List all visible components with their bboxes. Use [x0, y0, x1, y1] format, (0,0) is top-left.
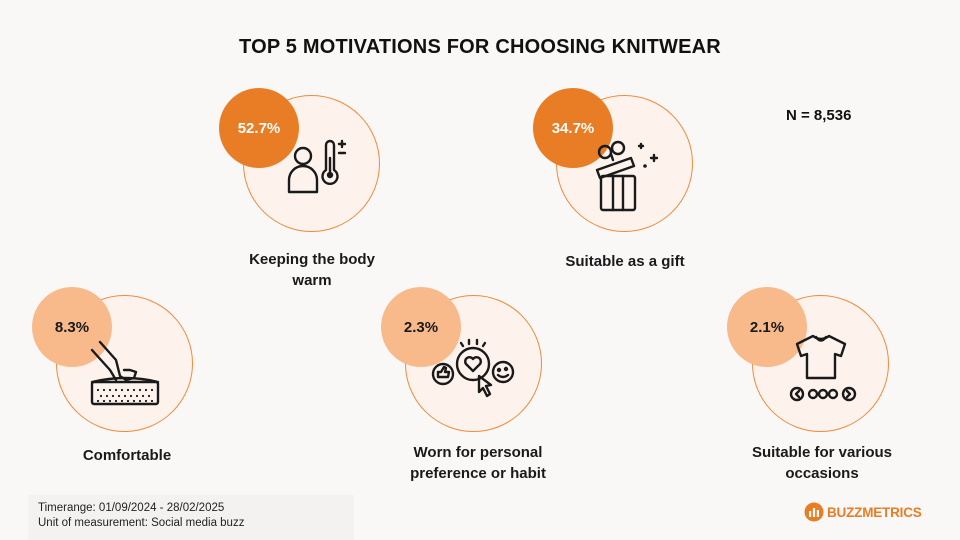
- logo-mark-icon: [804, 502, 824, 522]
- motivation-label-line: occasions: [785, 465, 859, 482]
- heart-like-emoji-icon: [431, 338, 515, 398]
- motivation-label: Comfortable: [82, 447, 172, 464]
- motivation-label-line: Keeping the body: [249, 251, 375, 268]
- person-thermometer-icon: [287, 139, 347, 194]
- motivation-label-line: Worn for personal: [413, 444, 543, 461]
- motivation-label-line: warm: [292, 272, 332, 289]
- buzzmetrics-logo: BUZZMETRICS: [804, 502, 922, 522]
- motivation-label: Suitable for various occasions: [727, 442, 917, 484]
- percentage-badge: 2.1%: [727, 287, 807, 367]
- percentage-badge: 2.3%: [381, 287, 461, 367]
- sample-size: N = 8,536: [786, 107, 852, 124]
- motivation-label-line: Suitable for various: [751, 444, 893, 461]
- motivation-label: Worn for personal preference or habit: [378, 442, 578, 484]
- gift-box-icon: [595, 140, 659, 212]
- unit-text: Unit of measurement: Social media buzz: [38, 517, 245, 529]
- motivation-label: Keeping the body warm: [217, 249, 407, 291]
- footer-note: Timerange: 01/09/2024 - 28/02/2025 Unit …: [28, 495, 354, 540]
- chart-title: TOP 5 MOTIVATIONS FOR CHOOSING KNITWEAR: [239, 36, 721, 58]
- logo-text: BUZZMETRICS: [827, 504, 922, 520]
- timerange-text: Timerange: 01/09/2024 - 28/02/2025: [38, 502, 225, 514]
- motivation-label-line: preference or habit: [410, 465, 546, 482]
- tshirt-carousel-icon: [789, 334, 857, 402]
- motivation-label: Suitable as a gift: [565, 253, 685, 270]
- percentage-badge: 8.3%: [32, 287, 112, 367]
- percentage-badge: 52.7%: [219, 88, 299, 168]
- hand-pressing-cushion-icon: [90, 340, 160, 406]
